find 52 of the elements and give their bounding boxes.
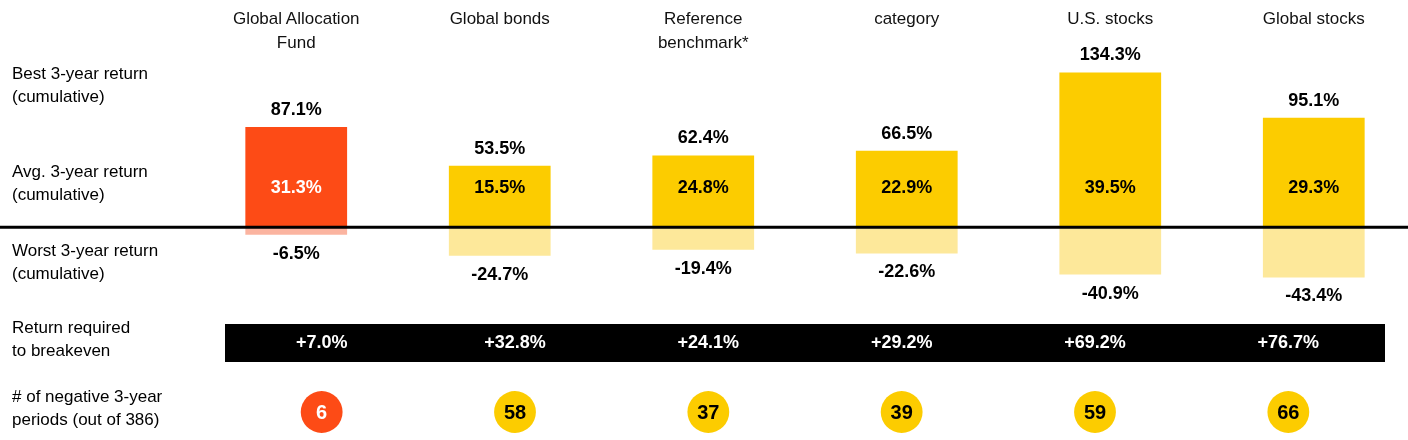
data-label: -43.4% (1285, 285, 1343, 306)
data-label: -6.5% (272, 242, 320, 263)
bar (652, 155, 755, 228)
text: Best 3-year return (cumulative) (12, 64, 149, 106)
bar (1262, 117, 1365, 228)
data-label: 39 (890, 401, 913, 423)
bar (652, 227, 755, 250)
x-tick-label: Global Allocation Fund (232, 8, 360, 52)
annotation: 22.9% (881, 177, 933, 198)
data-label: 66.5% (881, 122, 933, 143)
text: +7.0% (295, 332, 348, 352)
annotation: 39.5% (1084, 177, 1136, 198)
text: Worst 3-year return (cumulative) (12, 241, 159, 284)
data-label: 87.1% (270, 98, 322, 119)
bar (1059, 72, 1162, 228)
bar (245, 126, 348, 228)
x-tick-label: category (874, 8, 940, 28)
text: +29.2% (870, 332, 933, 352)
data-label: 59 (1083, 401, 1107, 423)
text: Return required to breakeven (12, 318, 131, 360)
x-tick-label: Global stocks (1262, 8, 1365, 28)
text: # of negative 3-year periods (out of 386) (12, 387, 163, 429)
data-label: 37 (697, 401, 720, 423)
annotation: 24.8% (677, 177, 729, 198)
annotation: 29.3% (1288, 177, 1340, 198)
data-label: 66 (1277, 401, 1300, 423)
x-tick-label: U.S. stocks (1067, 8, 1154, 28)
data-label: -22.6% (878, 261, 936, 282)
text: +24.1% (677, 332, 740, 352)
data-label: -24.7% (471, 263, 529, 284)
data-label: 95.1% (1288, 89, 1340, 110)
data-label: 6 (316, 401, 328, 423)
data-label: -19.4% (674, 257, 732, 278)
bar (1059, 227, 1162, 275)
annotation: 15.5% (474, 177, 526, 198)
text: +32.8% (484, 332, 546, 352)
data-label: 58 (503, 401, 527, 423)
data-label: 134.3% (1079, 44, 1141, 65)
bar (1262, 227, 1365, 278)
bar (855, 227, 958, 254)
bar (448, 165, 551, 228)
x-tick-label: Global bonds (449, 8, 550, 28)
text: +69.2% (1064, 332, 1126, 352)
data-label: 53.5% (474, 137, 526, 158)
x-tick-label: Reference benchmark* (657, 8, 749, 52)
text: +76.7% (1257, 332, 1320, 352)
data-label: 62.4% (677, 127, 729, 148)
bar (855, 150, 958, 228)
annotation: 31.3% (270, 177, 322, 198)
text: Avg. 3-year return (cumulative) (12, 162, 148, 205)
data-label: -40.9% (1081, 282, 1139, 303)
bar (448, 227, 551, 256)
